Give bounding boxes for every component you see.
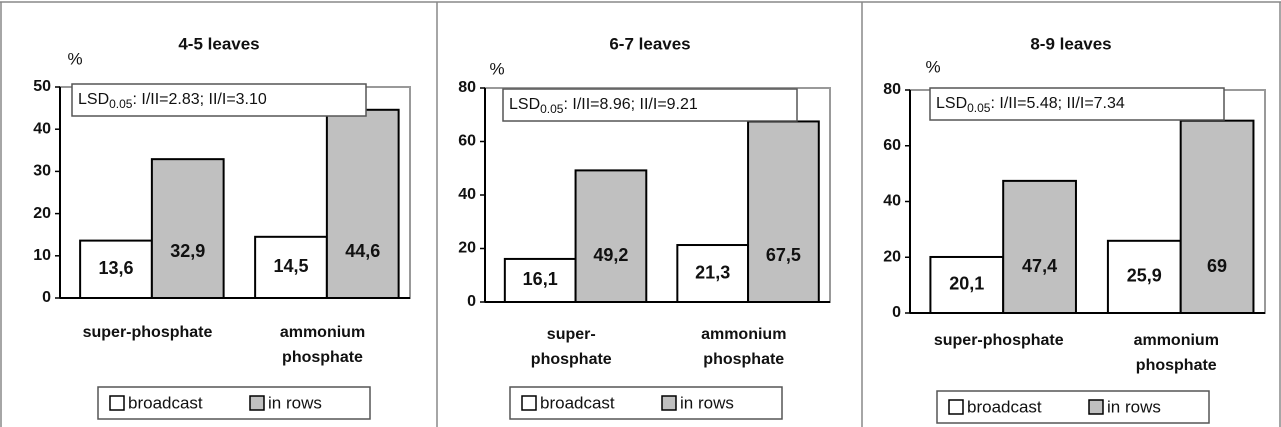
legend-label: in rows — [268, 393, 322, 412]
y-tick-label: 0 — [892, 304, 901, 321]
y-axis-label: % — [489, 59, 504, 78]
y-tick-label: 60 — [883, 137, 901, 154]
legend-swatch — [1088, 399, 1104, 415]
bar — [747, 120, 820, 303]
bar — [1002, 179, 1077, 314]
data-label: 16,1 — [523, 269, 558, 289]
legend-box — [936, 390, 1210, 424]
legend-swatch — [948, 399, 964, 415]
annotation: LSD0.05: I/II=8.96; II/I=9.21 — [509, 96, 698, 116]
annotation-part: LSD — [78, 91, 109, 108]
y-tick-label: 80 — [458, 79, 476, 96]
y-tick-label: 40 — [883, 193, 901, 210]
legend-label: broadcast — [540, 393, 615, 412]
data-label: 49,2 — [593, 245, 628, 265]
x-tick-label: super-phosphate — [83, 324, 213, 341]
data-label: 13,6 — [98, 258, 133, 278]
data-label: 32,9 — [170, 241, 205, 261]
annotation-part: : I/II=2.83; II/I=3.10 — [132, 91, 266, 108]
y-tick-label: 80 — [883, 81, 901, 98]
annotation-part: : I/II=8.96; II/I=9.21 — [563, 96, 697, 113]
data-label: 25,9 — [1127, 266, 1162, 286]
y-tick-label: 0 — [42, 289, 51, 306]
bar — [1106, 239, 1182, 315]
annotation-part: 0.05 — [967, 101, 991, 115]
data-label: 69 — [1207, 256, 1227, 276]
legend-swatch — [521, 395, 537, 411]
x-tick-label: super-phosphate — [531, 326, 612, 368]
annotation-part: LSD — [509, 96, 540, 113]
bar — [503, 257, 577, 303]
bar — [1179, 119, 1255, 314]
data-label: 21,3 — [695, 262, 730, 282]
y-tick-label: 20 — [33, 205, 51, 222]
annotation-part: 0.05 — [109, 97, 133, 111]
y-tick-label: 0 — [467, 293, 476, 310]
bar — [150, 158, 225, 299]
legend-box — [509, 386, 783, 420]
annotation-box — [502, 88, 798, 122]
y-tick-label: 20 — [458, 240, 476, 257]
y-tick-label: 40 — [458, 186, 476, 203]
y-tick-label: 30 — [33, 163, 51, 180]
bar — [929, 255, 1005, 315]
x-tick-label: ammonium phosphate — [1134, 332, 1219, 374]
x-tick-label: ammonium phosphate — [701, 326, 786, 368]
legend-swatch — [249, 395, 265, 411]
data-label: 44,6 — [345, 241, 380, 261]
data-label: 67,5 — [766, 245, 801, 265]
annotation-part: LSD — [936, 95, 967, 112]
y-tick-label: 50 — [33, 78, 51, 95]
bar — [325, 108, 400, 300]
y-tick-label: 20 — [883, 248, 901, 265]
annotation-part: 0.05 — [540, 102, 564, 116]
bar — [574, 169, 648, 303]
x-tick-label: super-phosphate — [934, 332, 1064, 349]
legend-swatch — [109, 395, 125, 411]
legend-swatch — [661, 395, 677, 411]
data-label: 14,5 — [273, 256, 308, 276]
legend-label: broadcast — [128, 393, 203, 412]
y-tick-label: 40 — [33, 120, 51, 137]
y-tick-label: 10 — [33, 247, 51, 264]
legend-label: broadcast — [967, 397, 1042, 416]
legend-box — [97, 386, 371, 420]
annotation-box — [929, 87, 1225, 121]
chart-title: 8-9 leaves — [1030, 34, 1111, 53]
y-axis-label: % — [925, 57, 940, 76]
annotation-box — [71, 83, 367, 117]
chart-title: 4-5 leaves — [178, 34, 259, 53]
data-label: 47,4 — [1022, 256, 1057, 276]
chart-title: 6-7 leaves — [609, 34, 690, 53]
data-label: 20,1 — [949, 274, 984, 294]
annotation: LSD0.05: I/II=5.48; II/I=7.34 — [936, 95, 1125, 115]
legend-label: in rows — [680, 393, 734, 412]
y-tick-label: 60 — [458, 133, 476, 150]
annotation: LSD0.05: I/II=2.83; II/I=3.10 — [78, 91, 267, 111]
annotation-part: : I/II=5.48; II/I=7.34 — [990, 95, 1124, 112]
legend-label: in rows — [1107, 397, 1161, 416]
x-tick-label: ammonium phosphate — [280, 324, 365, 366]
y-axis-label: % — [67, 49, 82, 68]
